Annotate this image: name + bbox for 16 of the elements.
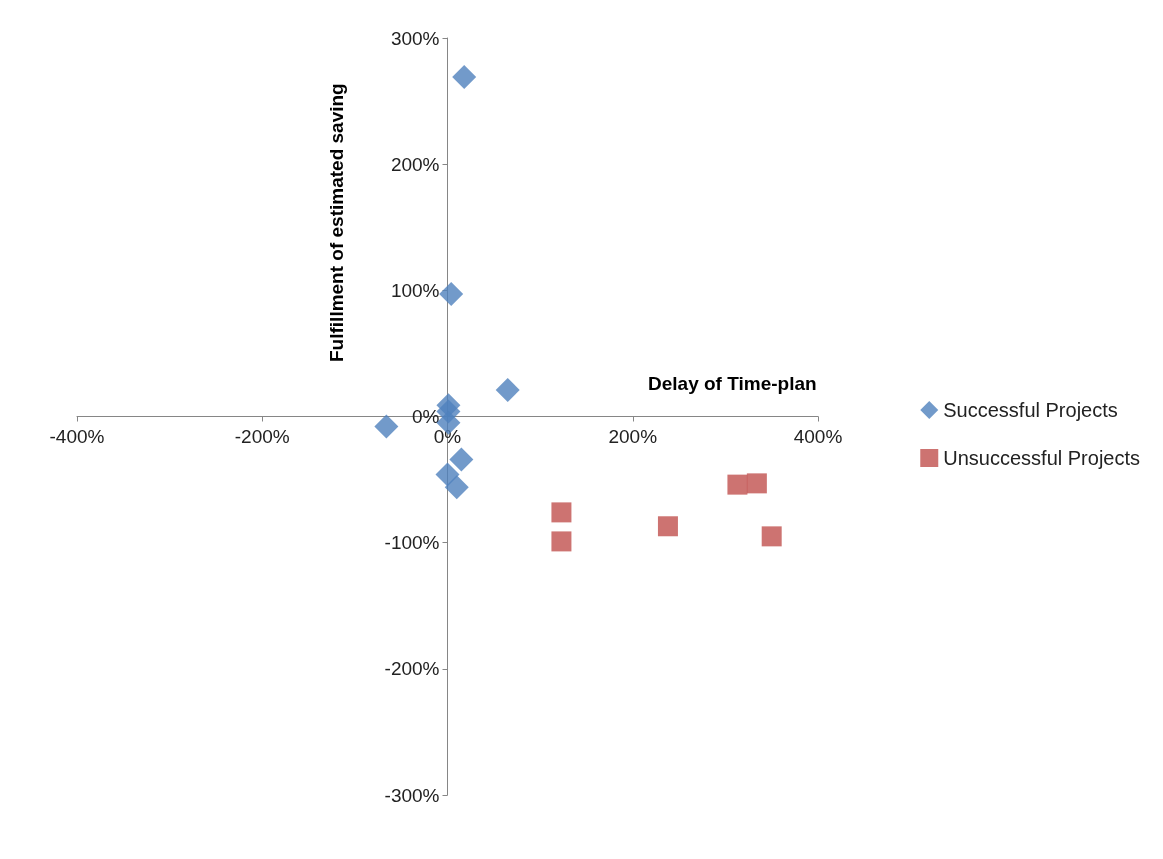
- y-axis-title: Fulfillment of estimated saving: [326, 83, 347, 362]
- legend-label: Unsuccessful Projects: [943, 447, 1141, 469]
- y-tick-label: -100%: [384, 532, 440, 554]
- y-tick-label: 300%: [390, 27, 440, 49]
- x-tick-label: 0%: [433, 425, 462, 447]
- x-tick-label: 400%: [793, 425, 843, 447]
- y-tick-label: 0%: [412, 406, 440, 427]
- y-tick-label: -300%: [384, 784, 440, 806]
- legend-label: Successful Projects: [943, 399, 1118, 421]
- y-tick-label: 100%: [390, 279, 440, 301]
- y-tick-label: -200%: [384, 658, 440, 680]
- x-tick-label: -400%: [49, 425, 105, 447]
- y-tick-label: 200%: [390, 153, 440, 175]
- x-tick-label: -200%: [234, 425, 290, 447]
- x-axis-title: Delay of Time-plan: [648, 373, 817, 394]
- x-tick-label: 200%: [608, 425, 658, 447]
